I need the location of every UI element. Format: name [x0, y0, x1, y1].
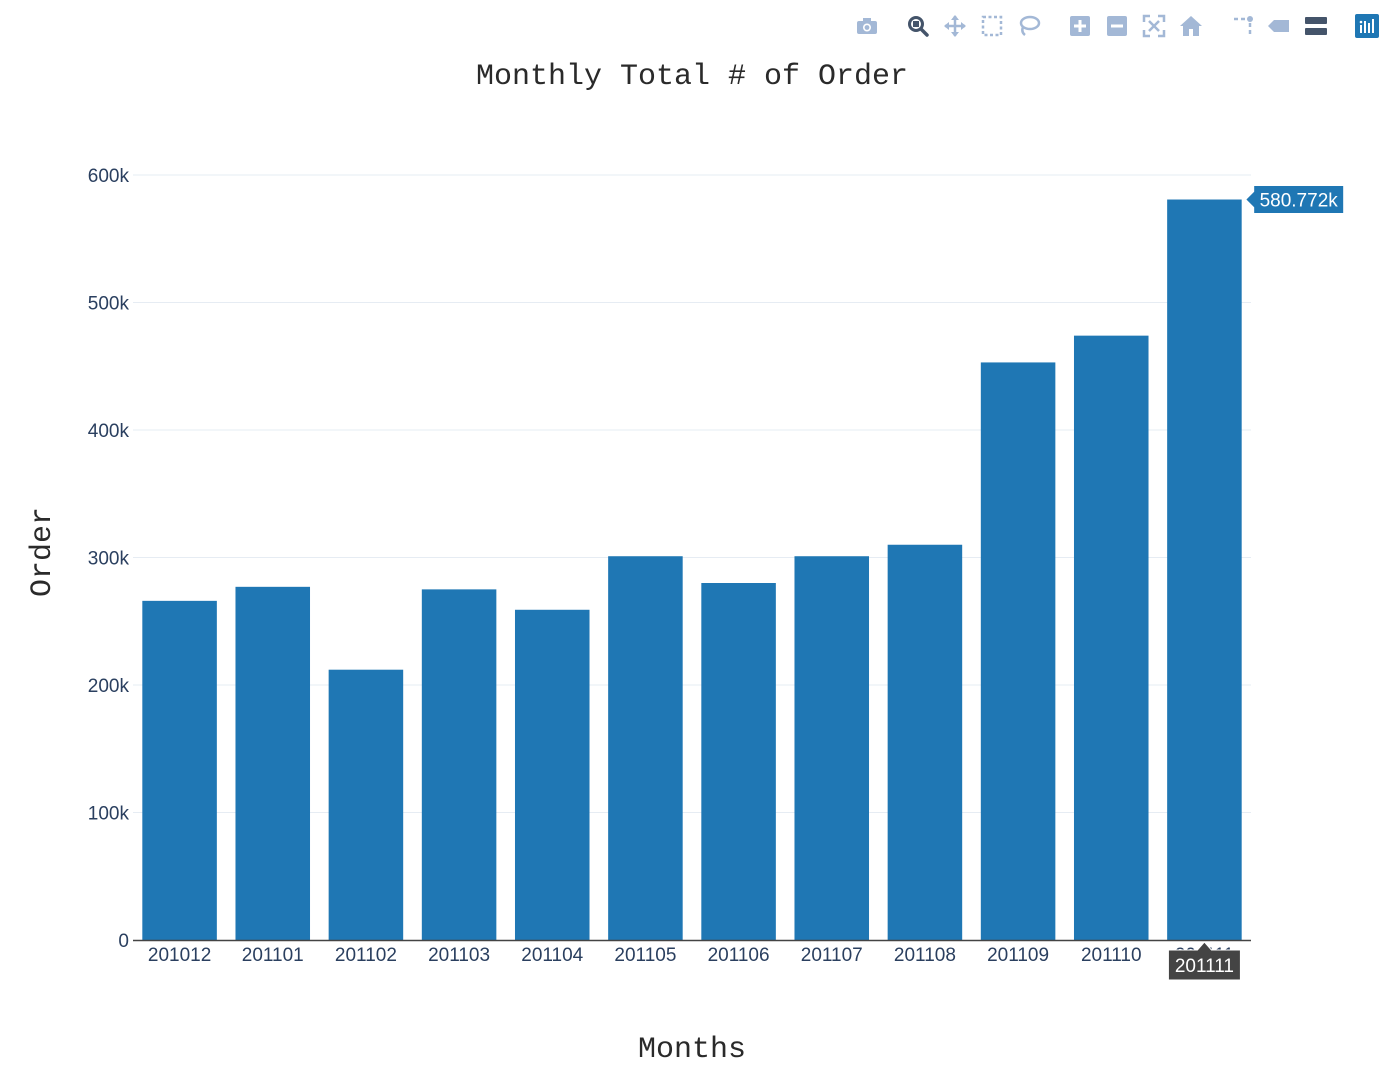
spike-lines-button[interactable]: [1227, 12, 1257, 40]
x-tick-label: 201102: [335, 945, 397, 966]
y-tick-label: 300k: [88, 549, 130, 570]
zoom-out-icon: [1107, 16, 1127, 36]
x-tick-label: 201108: [894, 945, 956, 966]
hover-x-box: [1167, 941, 1241, 981]
bar-201106: [701, 583, 776, 940]
hover-layer: 580.772k 201111: [1167, 185, 1345, 981]
x-tick-label: 201104: [521, 945, 583, 966]
box-select-button[interactable]: [977, 12, 1007, 40]
zoom-in-button[interactable]: [1065, 12, 1095, 40]
hover-closest-button[interactable]: [1264, 12, 1294, 40]
y-tick-label: 600k: [88, 166, 130, 187]
camera-button[interactable]: [852, 12, 882, 40]
bar-201107: [794, 556, 870, 940]
x-axis-title: Months: [638, 1033, 746, 1067]
y-tick-label: 400k: [88, 421, 130, 442]
y-axis-title: Order: [26, 507, 60, 597]
chart-title: Monthly Total # of Order: [476, 60, 908, 94]
gridlines: [133, 174, 1251, 813]
pan-button[interactable]: [940, 12, 970, 40]
bar-201012: [142, 600, 217, 940]
lasso-select-icon: [1019, 15, 1041, 36]
pan-icon: [944, 15, 966, 37]
y-tick-label: 500k: [88, 294, 130, 315]
zoom-out-button[interactable]: [1102, 12, 1132, 40]
lasso-select-button[interactable]: [1014, 12, 1044, 40]
bar-201109: [980, 362, 1056, 940]
bar-201108: [887, 544, 963, 940]
bar-201101: [235, 586, 311, 940]
x-axis: 201012 201101 201102 201103 201104 201105 2011…: [133, 939, 1251, 966]
bar-201104: [514, 609, 590, 940]
hover-compare-button[interactable]: [1301, 12, 1331, 40]
bar-201105: [608, 556, 683, 940]
bar-201102: [328, 669, 404, 940]
x-tick-label: 201110: [1081, 945, 1142, 966]
autoscale-button[interactable]: [1139, 12, 1169, 40]
x-tick-label: 201101: [242, 945, 304, 966]
x-tick-label: 201012: [148, 945, 211, 966]
autoscale-icon: [1142, 14, 1166, 38]
zoom-button[interactable]: [903, 12, 933, 40]
bar-201110: [1073, 335, 1149, 940]
spike-lines-icon: [1234, 16, 1253, 34]
bar-201103: [421, 589, 497, 940]
hover-compare-icon: [1305, 17, 1327, 35]
camera-icon: [857, 18, 877, 34]
hover-value-box: [1244, 185, 1345, 215]
box-select-icon: [981, 15, 1003, 37]
y-axis: 0 100k 200k 300k 400k 500k 600k: [88, 166, 130, 952]
y-tick-label: 200k: [88, 676, 130, 697]
y-tick-label: 0: [118, 931, 129, 952]
zoom-icon: [908, 16, 929, 37]
modebar: [845, 12, 1382, 40]
hover-x-label: 201111: [1175, 956, 1234, 977]
y-tick-label: 100k: [88, 804, 130, 825]
x-tick-label: 201103: [428, 945, 490, 966]
bars: [142, 199, 1242, 941]
x-tick-label: 201107: [801, 945, 863, 966]
plotly-logo-button[interactable]: [1352, 12, 1382, 40]
reset-axes-button[interactable]: [1176, 12, 1206, 40]
hover-closest-icon: [1268, 20, 1289, 32]
reset-axes-icon: [1180, 16, 1202, 36]
bar-201111: [1167, 199, 1242, 941]
x-tick-label: 201105: [614, 945, 676, 966]
zoom-in-icon: [1070, 16, 1090, 36]
x-tick-label: 201109: [987, 945, 1049, 966]
plotly-logo-icon: [1355, 14, 1379, 38]
x-tick-label: 201106: [708, 945, 770, 966]
hover-value-label: 580.772k: [1260, 191, 1339, 212]
